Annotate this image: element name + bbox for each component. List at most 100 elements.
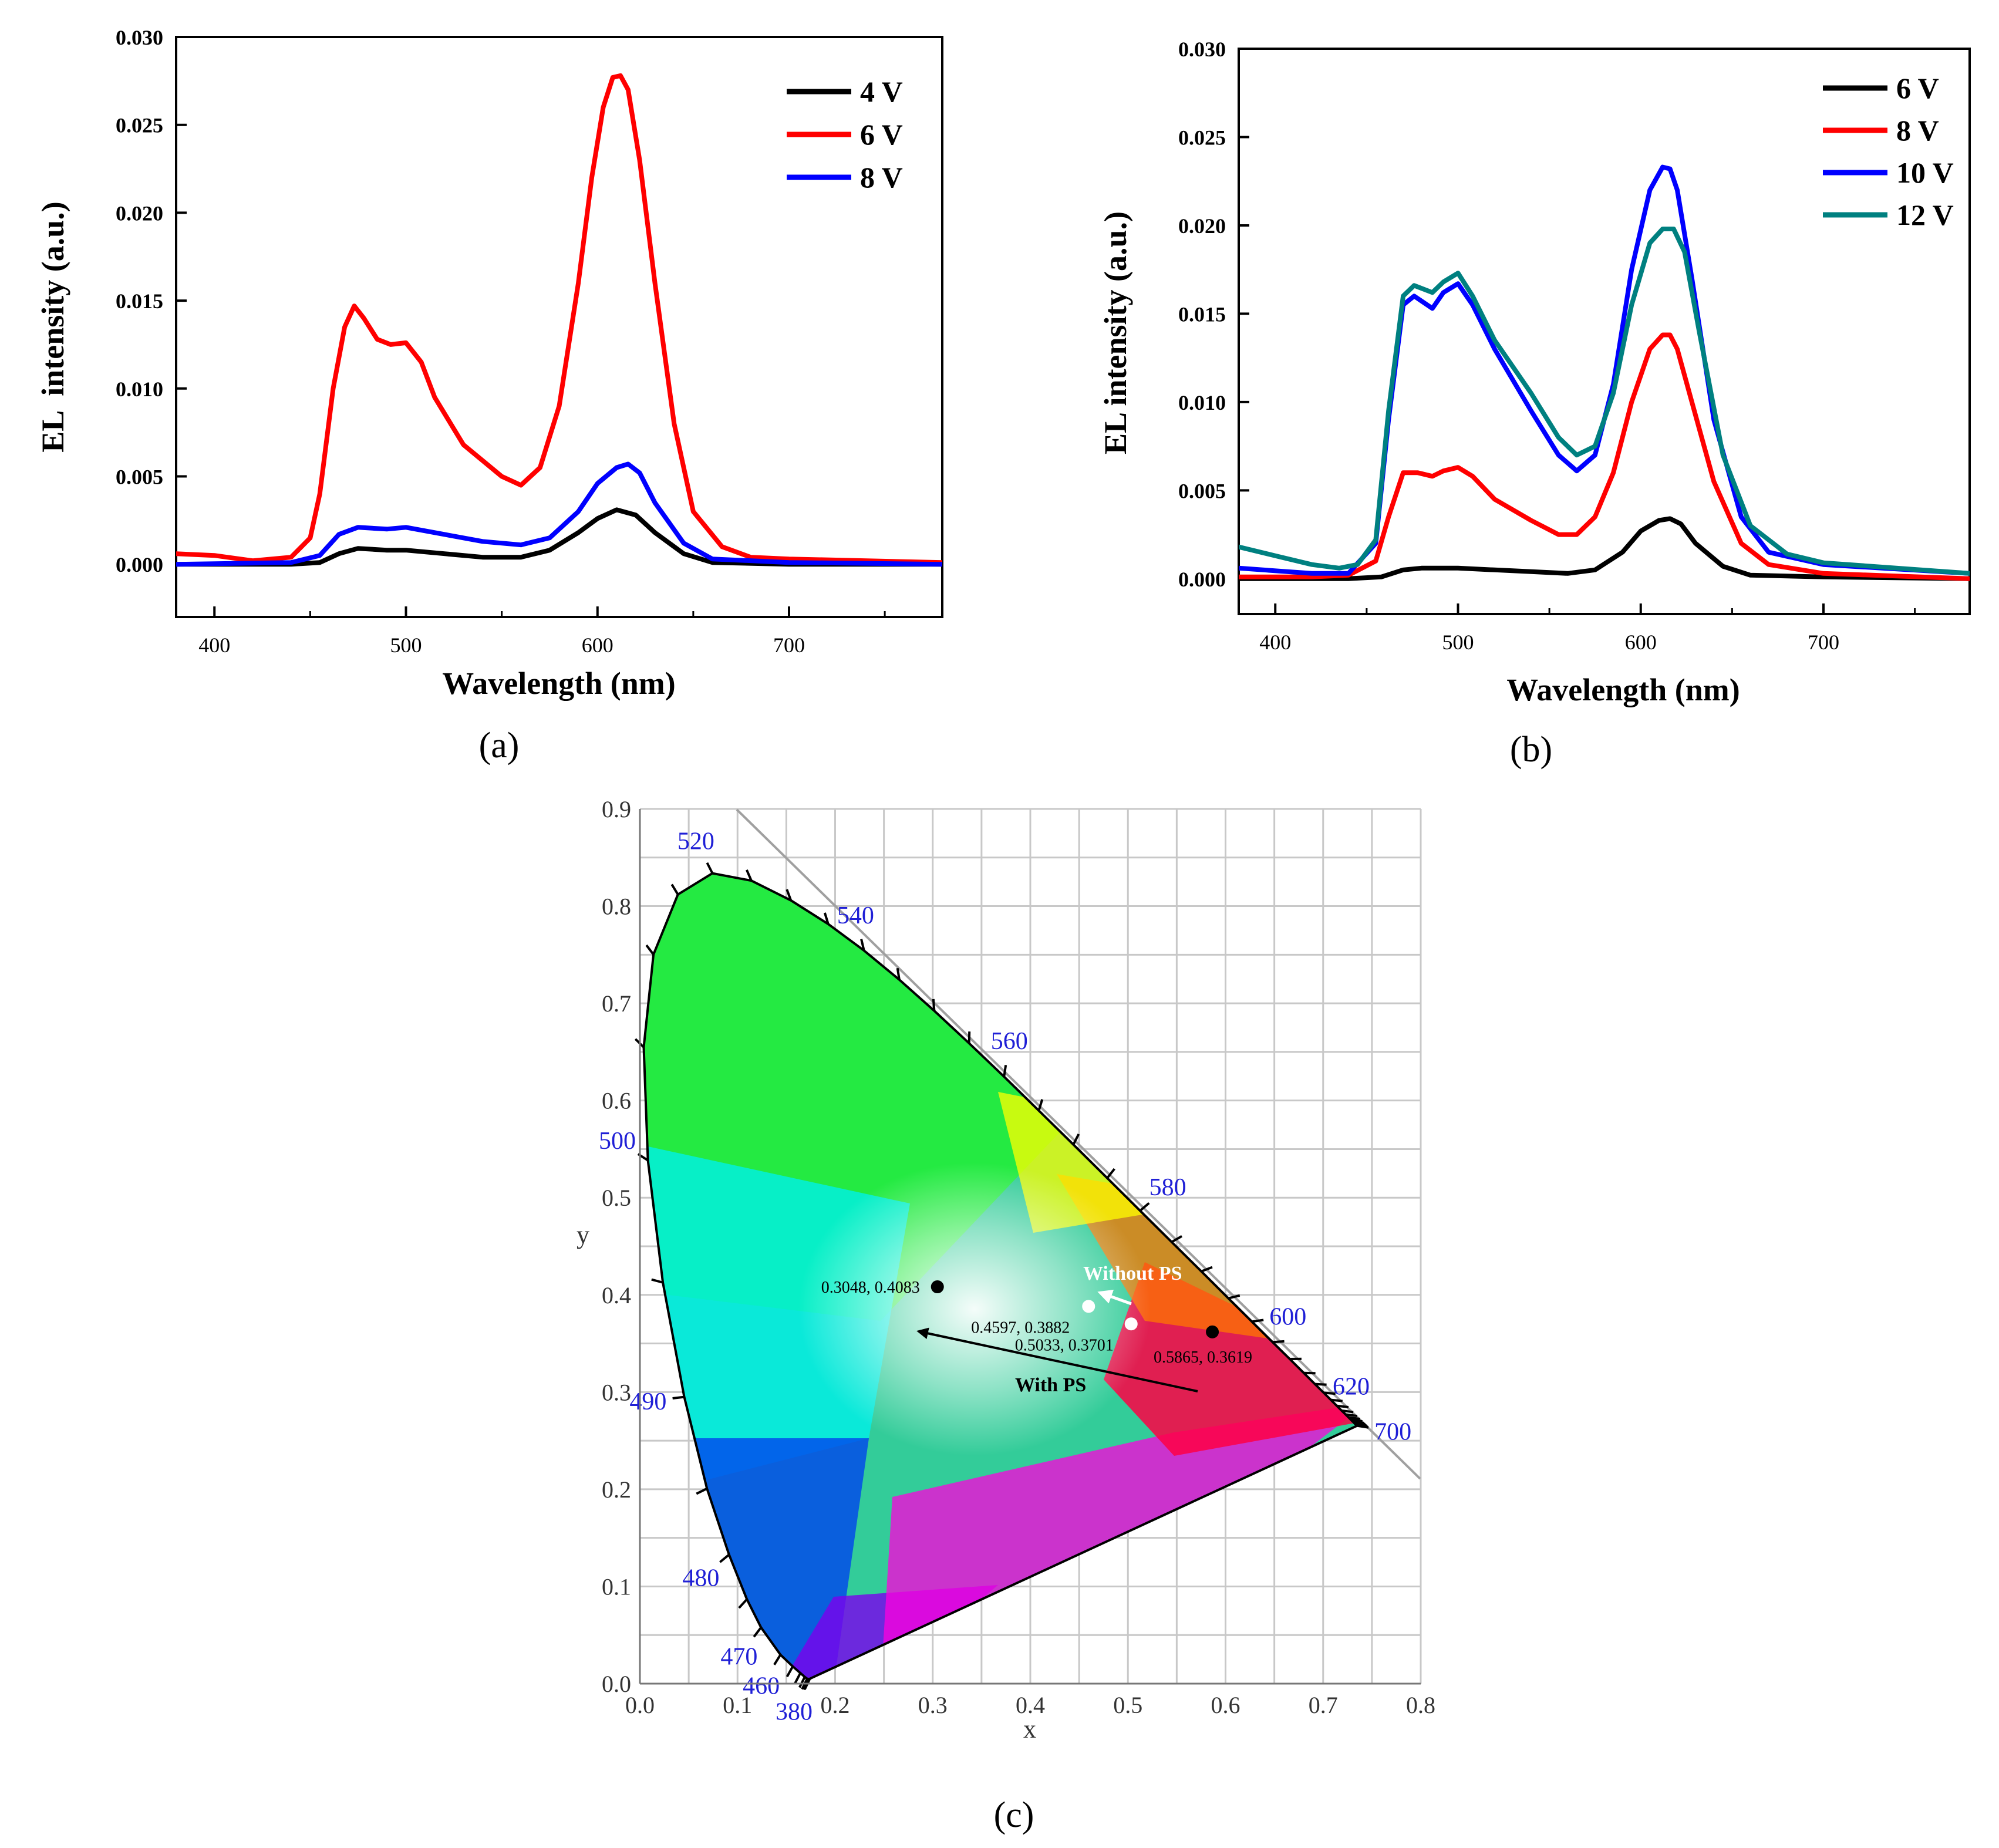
locus-tick [753, 1627, 762, 1638]
chart-c-xlabel: x [1023, 1715, 1036, 1744]
locus-tick [1330, 1398, 1343, 1402]
c-ytick-label: 0.5 [602, 1185, 631, 1211]
legend-label: 12 V [1896, 198, 1954, 231]
c-xtick-label: 0.6 [1211, 1692, 1240, 1718]
a-xtick-label: 600 [582, 633, 613, 657]
c-ytick-label: 0.1 [602, 1573, 631, 1600]
caption-a: (a) [479, 726, 520, 765]
chart-b: 400 500 600 700 0.000 0.005 0.010 0.015 0.020 0.0… [1098, 38, 1971, 707]
c-xtick-label: 0.0 [625, 1692, 655, 1718]
wavelength-label-520: 520 [677, 828, 714, 855]
locus-tick [1341, 1409, 1354, 1414]
locus-tick [719, 1553, 730, 1563]
a-xtick-label: 500 [390, 633, 422, 657]
c-ytick-label: 0.2 [602, 1476, 631, 1503]
b-ytick-label: 0.025 [1178, 126, 1226, 149]
locus-tick [746, 869, 753, 881]
legend-label: 8 V [1896, 114, 1939, 147]
cie-point [1124, 1317, 1138, 1331]
chart-c: 380460470480490500520540560580600620700 … [577, 796, 1435, 1744]
locus-tick [1072, 1133, 1080, 1145]
c-ytick-label: 0.6 [602, 1088, 631, 1114]
wavelength-label-470: 470 [720, 1644, 757, 1671]
series-line-4v [176, 507, 942, 567]
wavelength-label-500: 500 [599, 1128, 636, 1155]
locus-tick [773, 1654, 782, 1665]
wavelength-label-700: 700 [1374, 1419, 1411, 1446]
locus-tick [1350, 1418, 1363, 1423]
locus-tick [1003, 1065, 1007, 1077]
locus-tick [896, 967, 901, 980]
wavelength-label-560: 560 [991, 1028, 1028, 1055]
b-ytick-label: 0.010 [1178, 391, 1226, 414]
cie-boundary-line [736, 808, 1421, 1480]
locus-tick [1345, 1413, 1358, 1418]
chart-b-frame [1238, 48, 1971, 615]
b-ytick-label: 0.000 [1178, 568, 1226, 591]
c-xtick-label: 0.3 [918, 1692, 948, 1718]
locus-tick [823, 912, 830, 925]
a-ytick-label: 0.030 [116, 26, 163, 49]
c-ytick-label: 0.3 [602, 1379, 631, 1405]
chart-b-ylabel: EL intensity (a.u.) [1098, 211, 1133, 454]
wavelength-label-380: 380 [776, 1699, 813, 1726]
wavelength-label-600: 600 [1269, 1304, 1306, 1331]
locus-tick [932, 999, 936, 1011]
c-ytick-label: 0.9 [602, 796, 631, 822]
annotation-without-ps: Without PS [1083, 1263, 1182, 1284]
cie-point-label: 0.4597, 0.3882 [971, 1318, 1070, 1337]
wavelength-label-460: 460 [743, 1672, 780, 1699]
b-ytick-label: 0.020 [1178, 214, 1226, 238]
locus-tick [1356, 1424, 1369, 1429]
b-ytick-label: 0.030 [1178, 38, 1226, 61]
legend-label: 6 V [860, 118, 903, 151]
locus-tick [1252, 1318, 1264, 1323]
b-ytick-label: 0.005 [1178, 479, 1226, 503]
locus-tick [1314, 1382, 1327, 1386]
locus-tick [672, 1395, 685, 1400]
c-xtick-label: 0.5 [1113, 1692, 1142, 1718]
b-xtick-label: 400 [1259, 630, 1291, 654]
wavelength-label-490: 490 [629, 1388, 666, 1415]
a-ytick-label: 0.005 [116, 465, 163, 488]
a-ytick-label: 0.010 [116, 377, 163, 401]
chart-a-frame [175, 36, 943, 618]
cie-point [1206, 1325, 1219, 1338]
cie-fill-white-core [798, 1162, 1151, 1456]
locus-tick [696, 1487, 708, 1495]
wavelength-label-480: 480 [682, 1565, 719, 1592]
locus-tick [706, 862, 714, 874]
locus-tick [1228, 1294, 1240, 1300]
locus-tick [1272, 1340, 1285, 1344]
legend-label: 6 V [1896, 72, 1939, 104]
c-ytick-label: 0.7 [602, 990, 631, 1017]
c-ytick-label: 0.0 [602, 1671, 631, 1697]
series-line-6v [176, 73, 942, 565]
series-line-12v [1239, 227, 1970, 576]
legend-label: 4 V [860, 75, 903, 108]
b-ytick-label: 0.015 [1178, 302, 1226, 326]
locus-tick [1139, 1202, 1150, 1212]
series-line-10v [1239, 164, 1970, 576]
b-xtick-label: 500 [1442, 630, 1474, 654]
c-xtick-label: 0.4 [1016, 1692, 1045, 1718]
a-xtick-label: 700 [773, 633, 805, 657]
arrow-with-ps [916, 1327, 1198, 1392]
locus-tick [786, 889, 793, 901]
b-xtick-label: 700 [1808, 630, 1839, 654]
series-line-8v [1239, 332, 1970, 581]
wavelength-label-540: 540 [837, 902, 874, 929]
caption-c: (c) [994, 1795, 1034, 1835]
locus-tick [651, 1278, 663, 1284]
locus-tick [1348, 1416, 1361, 1421]
legend-label: 10 V [1896, 156, 1954, 189]
a-ytick-label: 0.025 [116, 114, 163, 137]
c-xtick-label: 0.2 [821, 1692, 850, 1718]
chart-a: 400 500 600 700 0.000 0.005 0.010 0.015 0.020 0.0… [35, 26, 943, 701]
a-ytick-label: 0.020 [116, 201, 163, 225]
wavelength-label-620: 620 [1333, 1373, 1370, 1400]
locus-tick [1323, 1391, 1336, 1395]
locus-tick [738, 1598, 748, 1609]
cie-point [1082, 1300, 1095, 1313]
